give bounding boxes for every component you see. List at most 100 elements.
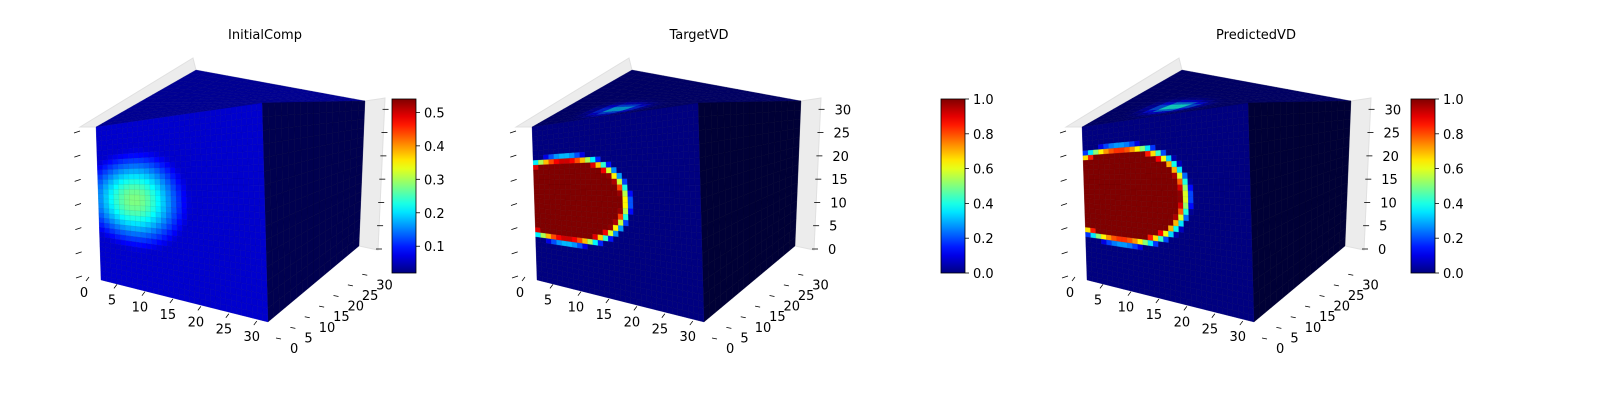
voxel-cell bbox=[569, 173, 576, 180]
x-tick-label: 10 bbox=[1118, 301, 1135, 316]
voxel-cell bbox=[149, 189, 156, 196]
axis-tick-mark bbox=[510, 178, 517, 182]
voxel-cell bbox=[690, 231, 697, 240]
voxel-cell bbox=[688, 123, 694, 132]
voxel-cell bbox=[1200, 277, 1207, 286]
voxel-cell bbox=[547, 123, 554, 130]
voxel-cell bbox=[1188, 208, 1195, 216]
voxel-cell bbox=[148, 129, 154, 136]
x-tick-label: 5 bbox=[1094, 293, 1102, 308]
voxel-cell bbox=[560, 214, 567, 221]
voxel-cell bbox=[641, 122, 647, 130]
voxel-cell bbox=[638, 221, 645, 228]
voxel-cell bbox=[631, 166, 638, 173]
voxel-cell bbox=[1286, 136, 1294, 151]
voxel-cell bbox=[653, 203, 660, 211]
voxel-cell bbox=[187, 225, 194, 233]
voxel-cell bbox=[1280, 149, 1288, 164]
voxel-cell bbox=[532, 135, 538, 142]
voxel-cell bbox=[219, 247, 225, 255]
voxel-cell bbox=[1191, 128, 1197, 136]
voxel-cell bbox=[631, 154, 638, 161]
voxel-cell bbox=[1219, 191, 1225, 199]
voxel-cell bbox=[1182, 184, 1189, 192]
voxel-cell bbox=[1131, 211, 1138, 218]
voxel-cell bbox=[251, 103, 258, 112]
voxel-cell bbox=[688, 311, 694, 320]
voxel-cell bbox=[1149, 139, 1156, 146]
cube-front-face bbox=[1081, 102, 1255, 323]
voxel-cell bbox=[247, 144, 254, 152]
voxel-cell bbox=[1204, 241, 1211, 249]
voxel-cell bbox=[548, 143, 554, 150]
voxel-cell bbox=[133, 168, 140, 175]
voxel-cell bbox=[730, 173, 738, 189]
voxel-cell bbox=[166, 218, 173, 225]
voxel-cell bbox=[188, 260, 195, 269]
voxel-cell bbox=[1093, 179, 1100, 185]
voxel-cell bbox=[195, 142, 201, 149]
voxel-cell bbox=[1184, 244, 1190, 252]
voxel-cell bbox=[664, 216, 671, 224]
voxel-cell bbox=[262, 129, 270, 145]
voxel-cell bbox=[1218, 165, 1225, 173]
voxel-cell bbox=[1097, 123, 1104, 130]
voxel-cell bbox=[1201, 115, 1208, 123]
voxel-cell bbox=[1225, 243, 1232, 252]
voxel-cell bbox=[539, 189, 545, 195]
voxel-cell bbox=[165, 195, 172, 202]
voxel-cell bbox=[146, 243, 153, 250]
voxel-cell bbox=[1165, 149, 1172, 156]
voxel-cell bbox=[257, 143, 264, 152]
voxel-cell bbox=[1176, 172, 1183, 180]
voxel-cell bbox=[594, 122, 600, 130]
voxel-cell bbox=[711, 128, 719, 143]
voxel-cell bbox=[690, 198, 696, 206]
voxel-cell bbox=[1286, 101, 1294, 115]
voxel-cell bbox=[135, 231, 142, 238]
voxel-cell bbox=[258, 157, 264, 165]
voxel-cell bbox=[252, 157, 259, 166]
voxel-cell bbox=[620, 294, 626, 303]
voxel-cell bbox=[560, 199, 566, 206]
voxel-cell bbox=[125, 240, 132, 247]
voxel-cell bbox=[1220, 242, 1227, 251]
voxel-cell bbox=[676, 276, 683, 285]
voxel-cell bbox=[1126, 216, 1132, 223]
voxel-cell bbox=[1227, 308, 1234, 317]
voxel-cell bbox=[253, 178, 260, 186]
voxel-cell bbox=[561, 235, 568, 242]
voxel-cell bbox=[219, 278, 226, 287]
voxel-cell bbox=[186, 213, 193, 221]
voxel-cell bbox=[187, 219, 193, 227]
voxel-cell bbox=[1261, 128, 1269, 143]
voxel-cell bbox=[649, 234, 656, 242]
voxel-cell bbox=[180, 184, 187, 191]
voxel-cell bbox=[1188, 215, 1195, 222]
voxel-cell bbox=[1233, 131, 1239, 139]
voxel-cell bbox=[677, 131, 684, 140]
voxel-cell bbox=[1105, 204, 1111, 211]
voxel-cell bbox=[1184, 250, 1191, 258]
voxel-cell bbox=[332, 131, 339, 144]
voxel-cell bbox=[595, 173, 602, 180]
voxel-cell bbox=[240, 282, 247, 291]
voxel-cell bbox=[563, 152, 570, 159]
voxel-cell bbox=[579, 146, 586, 153]
y-tick-label: 15 bbox=[769, 310, 786, 325]
voxel-cell bbox=[221, 146, 228, 154]
voxel-cell bbox=[1193, 215, 1200, 223]
voxel-cell bbox=[1085, 232, 1091, 238]
voxel-cell bbox=[572, 247, 578, 254]
voxel-cell bbox=[1116, 225, 1122, 232]
voxel-cell bbox=[674, 204, 681, 212]
voxel-cell bbox=[688, 137, 695, 145]
voxel-cell bbox=[618, 248, 625, 256]
voxel-cell bbox=[357, 118, 365, 130]
voxel-cell bbox=[151, 244, 158, 251]
voxel-cell bbox=[646, 301, 652, 310]
voxel-cell bbox=[1089, 193, 1095, 200]
voxel-cell bbox=[1139, 151, 1146, 158]
voxel-cell bbox=[1095, 213, 1101, 220]
voxel-cell bbox=[570, 200, 577, 206]
